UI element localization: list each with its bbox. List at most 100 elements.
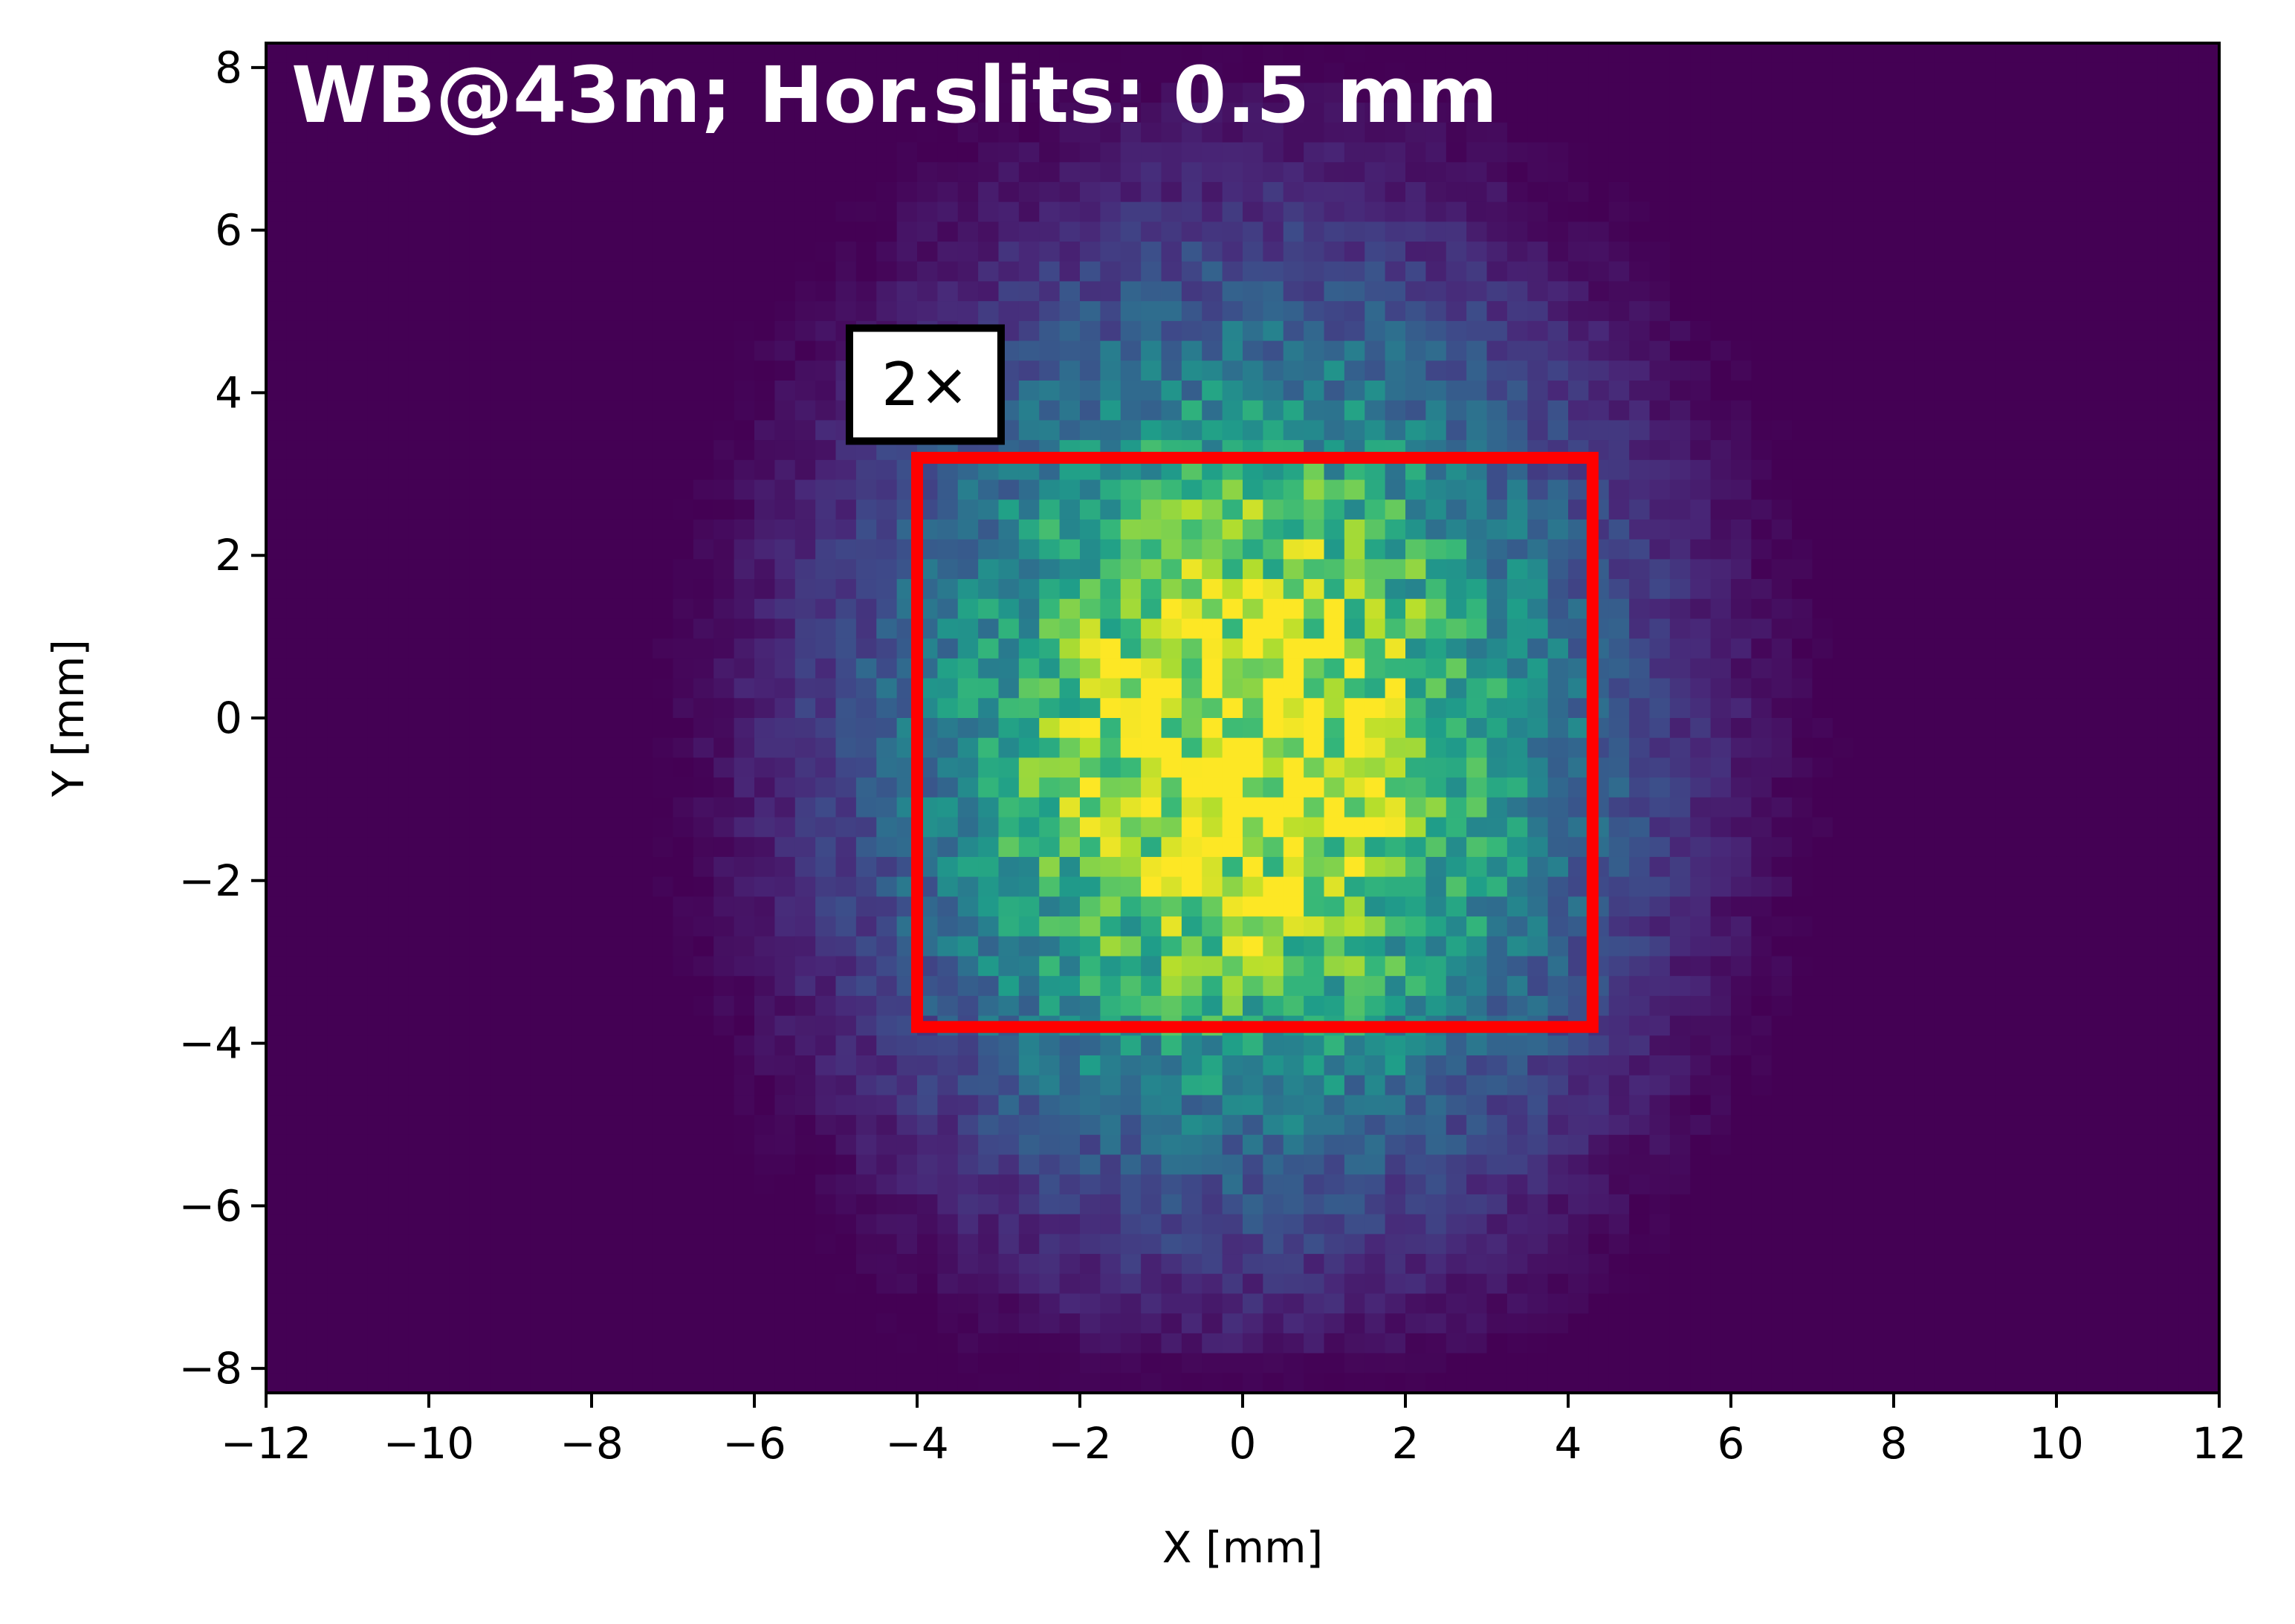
heatmap-cell bbox=[1263, 718, 1284, 739]
heatmap-cell bbox=[266, 976, 288, 997]
heatmap-cell bbox=[551, 400, 572, 421]
heatmap-cell bbox=[1059, 103, 1081, 123]
heatmap-cell bbox=[449, 221, 470, 242]
heatmap-cell bbox=[1202, 579, 1223, 600]
heatmap-cell bbox=[1608, 638, 1630, 659]
heatmap-cell bbox=[1527, 281, 1549, 302]
heatmap-cell bbox=[1792, 956, 1813, 977]
heatmap-cell bbox=[713, 976, 735, 997]
heatmap-cell bbox=[1405, 797, 1427, 818]
heatmap-cell bbox=[2198, 1015, 2219, 1036]
heatmap-cell bbox=[2117, 479, 2139, 500]
heatmap-cell bbox=[2016, 519, 2037, 540]
heatmap-cell bbox=[1385, 658, 1406, 679]
heatmap-cell bbox=[1710, 360, 1732, 381]
heatmap-cell bbox=[1385, 103, 1406, 123]
heatmap-cell bbox=[794, 1035, 816, 1056]
heatmap-cell bbox=[429, 579, 450, 600]
heatmap-cell bbox=[1608, 817, 1630, 838]
heatmap-cell bbox=[1547, 539, 1569, 560]
heatmap-cell bbox=[774, 201, 796, 223]
heatmap-cell bbox=[1894, 956, 1915, 977]
heatmap-cell bbox=[673, 598, 694, 620]
heatmap-cell bbox=[1853, 281, 1874, 302]
heatmap-cell bbox=[429, 956, 450, 977]
heatmap-cell bbox=[449, 420, 470, 441]
heatmap-cell bbox=[1955, 221, 1976, 242]
heatmap-cell bbox=[1100, 539, 1121, 560]
heatmap-cell bbox=[1181, 400, 1202, 421]
heatmap-cell bbox=[1751, 1035, 1773, 1056]
heatmap-cell bbox=[1792, 797, 1813, 818]
heatmap-cell bbox=[653, 62, 674, 84]
heatmap-cell bbox=[1506, 817, 1528, 838]
heatmap-cell bbox=[1222, 320, 1243, 342]
heatmap-cell bbox=[957, 1055, 979, 1076]
heatmap-cell bbox=[957, 301, 979, 322]
heatmap-cell bbox=[510, 122, 531, 143]
heatmap-cell bbox=[2117, 598, 2139, 620]
heatmap-cell bbox=[1975, 142, 1996, 163]
heatmap-cell bbox=[2158, 757, 2179, 778]
heatmap-cell bbox=[1365, 817, 1386, 838]
heatmap-cell bbox=[2178, 281, 2200, 302]
heatmap-cell bbox=[1731, 539, 1752, 560]
heatmap-cell bbox=[1283, 876, 1304, 898]
heatmap-cell bbox=[1751, 242, 1773, 262]
heatmap-cell bbox=[1547, 420, 1569, 441]
heatmap-cell bbox=[1771, 301, 1793, 322]
heatmap-cell bbox=[693, 221, 714, 242]
heatmap-cell bbox=[917, 301, 939, 322]
heatmap-cell bbox=[1955, 459, 1976, 481]
heatmap-cell bbox=[1100, 62, 1121, 84]
heatmap-cell bbox=[306, 340, 328, 361]
heatmap-cell bbox=[1039, 62, 1061, 84]
heatmap-cell bbox=[1243, 499, 1264, 520]
heatmap-cell bbox=[367, 340, 389, 361]
heatmap-cell bbox=[1181, 936, 1202, 957]
heatmap-cell bbox=[2016, 62, 2037, 84]
heatmap-cell bbox=[1629, 757, 1651, 778]
heatmap-cell bbox=[347, 1055, 369, 1076]
heatmap-cell bbox=[835, 43, 857, 64]
heatmap-cell bbox=[510, 956, 531, 977]
heatmap-cell bbox=[1710, 281, 1732, 302]
heatmap-cell bbox=[347, 678, 369, 699]
heatmap-cell bbox=[2036, 757, 2057, 778]
heatmap-cell bbox=[1731, 320, 1752, 342]
heatmap-cell bbox=[1466, 777, 1488, 798]
heatmap-cell bbox=[2137, 122, 2159, 143]
heatmap-cell bbox=[388, 420, 410, 441]
heatmap-cell bbox=[1608, 598, 1630, 620]
heatmap-cell bbox=[306, 499, 328, 520]
heatmap-cell bbox=[713, 876, 735, 898]
heatmap-cell bbox=[1771, 837, 1793, 858]
heatmap-cell bbox=[1486, 817, 1508, 838]
heatmap-cell bbox=[1506, 301, 1528, 322]
heatmap-cell bbox=[347, 242, 369, 262]
heatmap-cell bbox=[876, 539, 898, 560]
heatmap-cell bbox=[388, 896, 410, 917]
heatmap-cell bbox=[1690, 856, 1712, 878]
heatmap-cell bbox=[1283, 837, 1304, 858]
heatmap-cell bbox=[2178, 181, 2200, 203]
heatmap-cell bbox=[1547, 757, 1569, 778]
heatmap-cell bbox=[632, 757, 653, 778]
heatmap-cell bbox=[2137, 261, 2159, 282]
heatmap-cell bbox=[896, 62, 918, 84]
heatmap-cell bbox=[1324, 539, 1345, 560]
heatmap-cell bbox=[876, 281, 898, 302]
heatmap-cell bbox=[1568, 381, 1590, 401]
heatmap-cell bbox=[1243, 201, 1264, 223]
heatmap-cell bbox=[388, 83, 410, 103]
heatmap-cell bbox=[2178, 1055, 2200, 1076]
heatmap-cell bbox=[1080, 320, 1101, 342]
heatmap-cell bbox=[1365, 539, 1386, 560]
heatmap-cell bbox=[327, 598, 349, 620]
heatmap-cell bbox=[1731, 479, 1752, 500]
heatmap-cell bbox=[693, 499, 714, 520]
heatmap-cell bbox=[1263, 797, 1284, 818]
heatmap-cell bbox=[1283, 539, 1304, 560]
heatmap-cell bbox=[1181, 896, 1202, 917]
heatmap-cell bbox=[673, 797, 694, 818]
